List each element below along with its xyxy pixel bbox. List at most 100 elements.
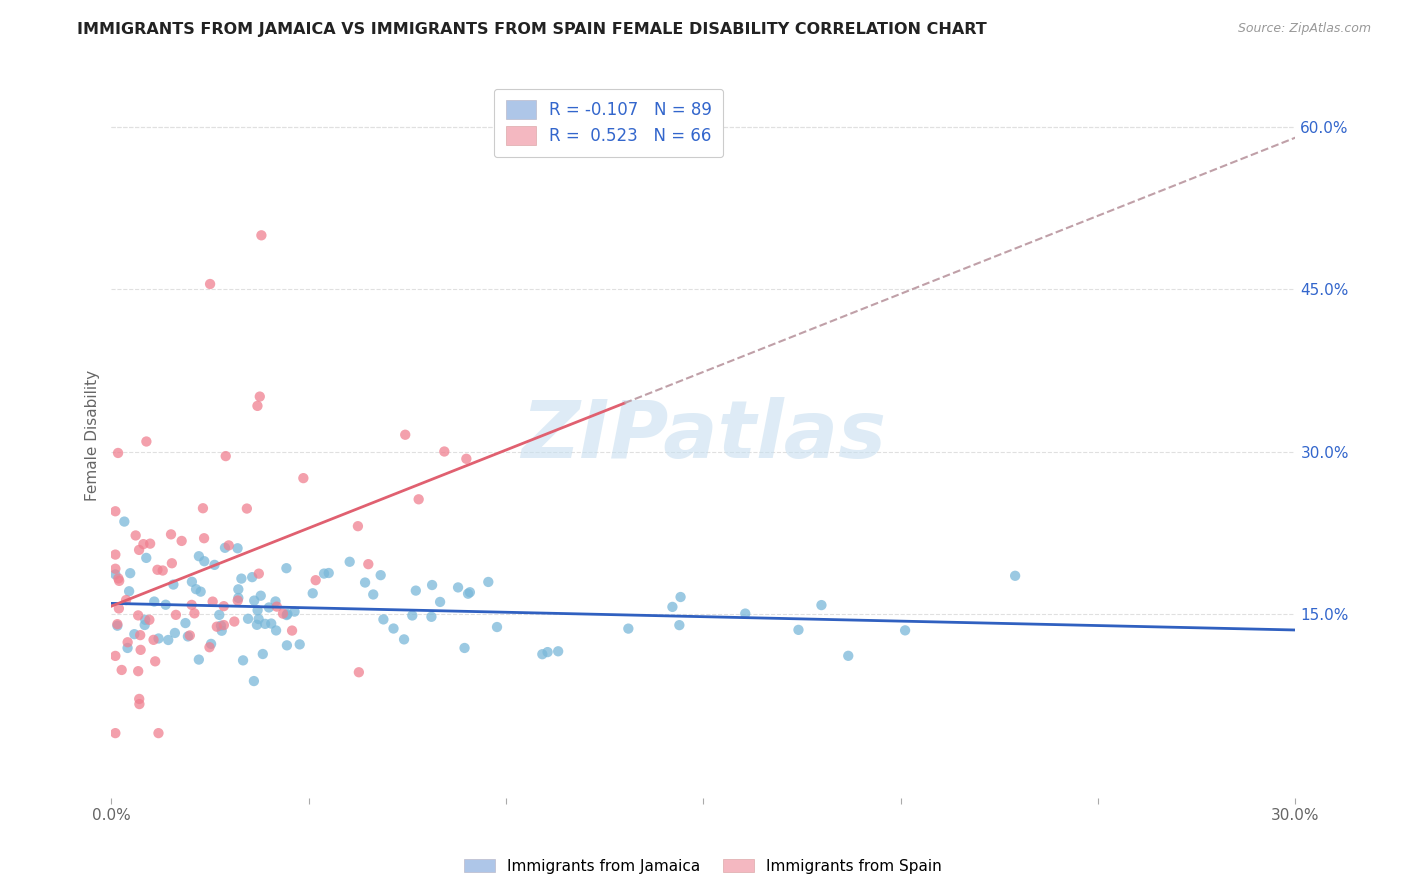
Immigrants from Spain	[205, 620, 228, 634]
Immigrants from Jamaica	[180, 574, 202, 589]
Immigrants from Spain	[198, 640, 221, 655]
Immigrants from Spain	[111, 663, 134, 677]
Immigrants from Jamaica	[120, 566, 142, 581]
Immigrants from Jamaica	[401, 608, 423, 623]
Immigrants from Jamaica	[257, 600, 280, 615]
Immigrants from Jamaica	[810, 598, 832, 612]
Immigrants from Jamaica	[392, 632, 415, 647]
Immigrants from Jamaica	[370, 568, 392, 582]
Immigrants from Jamaica	[283, 605, 305, 619]
Immigrants from Spain	[115, 593, 138, 607]
Immigrants from Jamaica	[547, 644, 569, 658]
Immigrants from Jamaica	[312, 566, 335, 581]
Immigrants from Spain	[124, 528, 146, 542]
Text: ZIPatlas: ZIPatlas	[522, 397, 886, 475]
Immigrants from Jamaica	[361, 587, 384, 601]
Immigrants from Spain	[193, 531, 215, 545]
Immigrants from Spain	[160, 556, 183, 570]
Immigrants from Spain	[138, 613, 160, 627]
Immigrants from Spain	[250, 228, 273, 243]
Immigrants from Spain	[271, 607, 294, 621]
Immigrants from Spain	[139, 536, 162, 550]
Immigrants from Jamaica	[232, 653, 254, 667]
Immigrants from Jamaica	[193, 554, 215, 568]
Immigrants from Jamaica	[457, 587, 479, 601]
Immigrants from Jamaica	[184, 582, 207, 597]
Immigrants from Jamaica	[124, 627, 146, 641]
Immigrants from Spain	[105, 617, 128, 632]
Immigrants from Jamaica	[247, 612, 270, 626]
Immigrants from Jamaica	[105, 618, 128, 632]
Immigrants from Jamaica	[243, 593, 266, 607]
Immigrants from Jamaica	[276, 607, 298, 621]
Immigrants from Jamaica	[157, 632, 180, 647]
Immigrants from Spain	[224, 615, 246, 629]
Immigrants from Spain	[129, 628, 152, 642]
Immigrants from Spain	[433, 444, 456, 458]
Immigrants from Spain	[347, 665, 370, 680]
Immigrants from Spain	[128, 542, 150, 557]
Immigrants from Spain	[104, 548, 127, 562]
Immigrants from Jamaica	[264, 594, 287, 608]
Immigrants from Jamaica	[236, 612, 259, 626]
Immigrants from Spain	[456, 451, 478, 466]
Immigrants from Spain	[104, 648, 127, 663]
Immigrants from Spain	[143, 654, 166, 668]
Text: IMMIGRANTS FROM JAMAICA VS IMMIGRANTS FROM SPAIN FEMALE DISABILITY CORRELATION C: IMMIGRANTS FROM JAMAICA VS IMMIGRANTS FR…	[77, 22, 987, 37]
Immigrants from Jamaica	[246, 617, 269, 632]
Immigrants from Spain	[127, 664, 149, 678]
Immigrants from Jamaica	[276, 608, 298, 623]
Immigrants from Jamaica	[104, 567, 127, 582]
Immigrants from Jamaica	[162, 577, 184, 591]
Immigrants from Spain	[104, 562, 127, 576]
Immigrants from Jamaica	[187, 549, 209, 564]
Immigrants from Jamaica	[301, 586, 323, 600]
Immigrants from Jamaica	[208, 607, 231, 622]
Immigrants from Jamaica	[117, 640, 139, 655]
Immigrants from Spain	[179, 628, 201, 642]
Immigrants from Jamaica	[143, 594, 166, 608]
Immigrants from Spain	[180, 598, 202, 612]
Immigrants from Spain	[347, 519, 370, 533]
Immigrants from Jamaica	[339, 555, 361, 569]
Immigrants from Jamaica	[177, 629, 200, 643]
Immigrants from Spain	[357, 557, 380, 571]
Immigrants from Spain	[212, 599, 235, 614]
Immigrants from Spain	[128, 697, 150, 711]
Immigrants from Jamaica	[373, 612, 395, 626]
Immigrants from Spain	[408, 492, 430, 507]
Immigrants from Jamaica	[668, 618, 690, 632]
Immigrants from Spain	[191, 501, 214, 516]
Immigrants from Jamaica	[276, 638, 298, 652]
Immigrants from Jamaica	[1004, 568, 1026, 582]
Immigrants from Spain	[142, 632, 165, 647]
Text: Source: ZipAtlas.com: Source: ZipAtlas.com	[1237, 22, 1371, 36]
Immigrants from Jamaica	[447, 581, 470, 595]
Immigrants from Jamaica	[894, 624, 917, 638]
Immigrants from Jamaica	[669, 590, 692, 604]
Immigrants from Jamaica	[276, 561, 298, 575]
Immigrants from Jamaica	[228, 591, 250, 605]
Immigrants from Jamaica	[118, 584, 141, 599]
Immigrants from Jamaica	[187, 652, 209, 666]
Immigrants from Jamaica	[211, 624, 233, 638]
Immigrants from Spain	[394, 427, 416, 442]
Immigrants from Spain	[108, 574, 131, 588]
Immigrants from Spain	[135, 434, 157, 449]
Immigrants from Spain	[246, 399, 269, 413]
Immigrants from Spain	[281, 624, 304, 638]
Immigrants from Spain	[292, 471, 315, 485]
Immigrants from Spain	[128, 692, 150, 706]
Legend: Immigrants from Jamaica, Immigrants from Spain: Immigrants from Jamaica, Immigrants from…	[458, 853, 948, 880]
Immigrants from Spain	[218, 538, 240, 552]
Immigrants from Spain	[127, 608, 149, 623]
Immigrants from Jamaica	[429, 595, 451, 609]
Immigrants from Jamaica	[661, 599, 683, 614]
Immigrants from Jamaica	[260, 616, 283, 631]
Immigrants from Jamaica	[254, 616, 277, 631]
Immigrants from Spain	[129, 643, 152, 657]
Immigrants from Jamaica	[246, 603, 269, 617]
Immigrants from Spain	[132, 537, 155, 551]
Immigrants from Jamaica	[134, 618, 156, 632]
Immigrants from Jamaica	[734, 607, 756, 621]
